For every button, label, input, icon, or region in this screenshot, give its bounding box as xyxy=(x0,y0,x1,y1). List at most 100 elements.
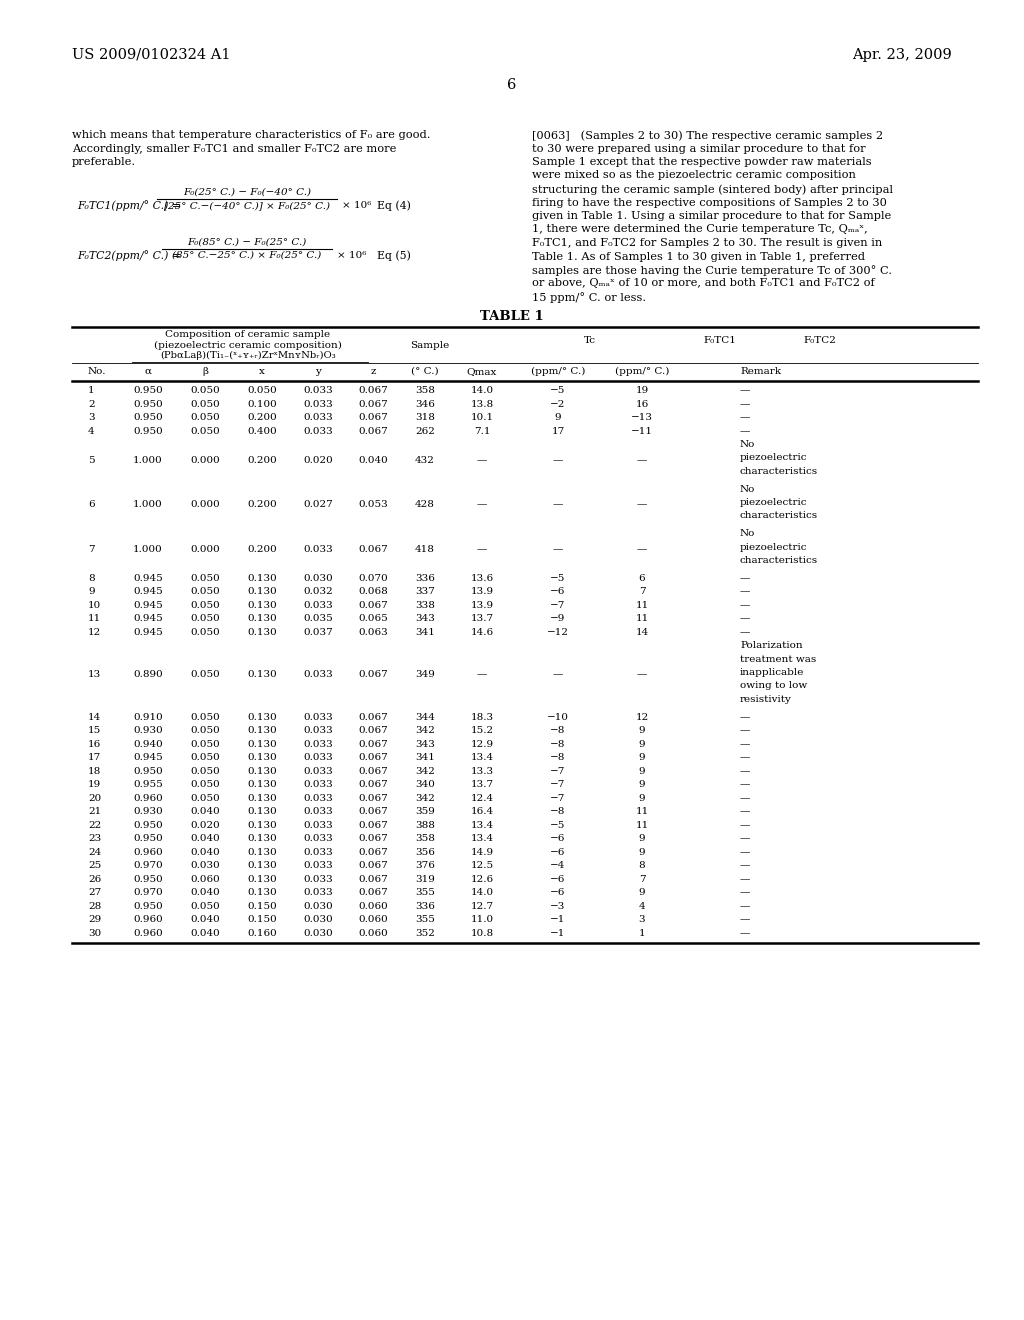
Text: 18.3: 18.3 xyxy=(470,713,494,722)
Text: 22: 22 xyxy=(88,821,101,830)
Text: 0.950: 0.950 xyxy=(133,426,163,436)
Text: 12.4: 12.4 xyxy=(470,793,494,803)
Text: 341: 341 xyxy=(415,754,435,762)
Text: 2: 2 xyxy=(88,400,94,409)
Text: 7: 7 xyxy=(88,545,94,554)
Text: —: — xyxy=(740,628,751,636)
Text: Sample: Sample xyxy=(411,342,450,351)
Text: 388: 388 xyxy=(415,821,435,830)
Text: −3: −3 xyxy=(550,902,565,911)
Text: 0.130: 0.130 xyxy=(247,587,276,597)
Text: —: — xyxy=(740,413,751,422)
Text: α: α xyxy=(144,367,152,376)
Text: (85° C.−25° C.) × F₀(25° C.): (85° C.−25° C.) × F₀(25° C.) xyxy=(172,251,322,260)
Text: F₀TC1, and F₀TC2 for Samples 2 to 30. The result is given in: F₀TC1, and F₀TC2 for Samples 2 to 30. Th… xyxy=(532,238,883,248)
Text: 6: 6 xyxy=(507,78,517,92)
Text: Eq (5): Eq (5) xyxy=(377,251,411,261)
Text: piezoelectric: piezoelectric xyxy=(740,498,808,507)
Text: 9: 9 xyxy=(88,587,94,597)
Text: 0.067: 0.067 xyxy=(358,739,388,748)
Text: were mixed so as the piezoelectric ceramic composition: were mixed so as the piezoelectric ceram… xyxy=(532,170,856,181)
Text: 6: 6 xyxy=(639,574,645,582)
Text: 0.000: 0.000 xyxy=(190,500,220,510)
Text: 0.060: 0.060 xyxy=(358,902,388,911)
Text: 0.130: 0.130 xyxy=(247,628,276,636)
Text: 342: 342 xyxy=(415,726,435,735)
Text: 0.960: 0.960 xyxy=(133,915,163,924)
Text: Table 1. As of Samples 1 to 30 given in Table 1, preferred: Table 1. As of Samples 1 to 30 given in … xyxy=(532,252,865,261)
Text: 0.950: 0.950 xyxy=(133,413,163,422)
Text: 0.033: 0.033 xyxy=(303,713,333,722)
Text: 0.040: 0.040 xyxy=(358,455,388,465)
Text: 0.950: 0.950 xyxy=(133,387,163,395)
Text: 0.030: 0.030 xyxy=(303,902,333,911)
Text: 0.950: 0.950 xyxy=(133,767,163,776)
Text: 0.970: 0.970 xyxy=(133,861,163,870)
Text: 0.033: 0.033 xyxy=(303,671,333,680)
Text: 9: 9 xyxy=(639,767,645,776)
Text: 0.063: 0.063 xyxy=(358,628,388,636)
Text: 6: 6 xyxy=(88,500,94,510)
Text: 21: 21 xyxy=(88,808,101,816)
Text: 0.130: 0.130 xyxy=(247,754,276,762)
Text: 0.030: 0.030 xyxy=(190,861,220,870)
Text: 0.945: 0.945 xyxy=(133,601,163,610)
Text: 0.067: 0.067 xyxy=(358,400,388,409)
Text: 0.945: 0.945 xyxy=(133,574,163,582)
Text: 0.067: 0.067 xyxy=(358,601,388,610)
Text: 0.040: 0.040 xyxy=(190,915,220,924)
Text: 0.040: 0.040 xyxy=(190,847,220,857)
Text: 7: 7 xyxy=(639,875,645,884)
Text: −11: −11 xyxy=(631,426,653,436)
Text: −4: −4 xyxy=(550,861,565,870)
Text: −7: −7 xyxy=(550,767,565,776)
Text: [25° C.−(−40° C.)] × F₀(25° C.): [25° C.−(−40° C.)] × F₀(25° C.) xyxy=(164,201,330,210)
Text: −12: −12 xyxy=(547,628,569,636)
Text: 0.910: 0.910 xyxy=(133,713,163,722)
Text: inapplicable: inapplicable xyxy=(740,668,805,677)
Text: −8: −8 xyxy=(550,739,565,748)
Text: 0.970: 0.970 xyxy=(133,888,163,898)
Text: 0.067: 0.067 xyxy=(358,875,388,884)
Text: piezoelectric: piezoelectric xyxy=(740,543,808,552)
Text: 8: 8 xyxy=(88,574,94,582)
Text: —: — xyxy=(637,545,647,554)
Text: —: — xyxy=(740,793,751,803)
Text: No.: No. xyxy=(88,367,106,376)
Text: 0.945: 0.945 xyxy=(133,614,163,623)
Text: 0.067: 0.067 xyxy=(358,834,388,843)
Text: owing to low: owing to low xyxy=(740,681,807,690)
Text: —: — xyxy=(740,767,751,776)
Text: 7.1: 7.1 xyxy=(474,426,490,436)
Text: resistivity: resistivity xyxy=(740,696,792,704)
Text: 0.053: 0.053 xyxy=(358,500,388,510)
Text: 344: 344 xyxy=(415,713,435,722)
Text: 0.955: 0.955 xyxy=(133,780,163,789)
Text: 0.930: 0.930 xyxy=(133,726,163,735)
Text: 0.130: 0.130 xyxy=(247,739,276,748)
Text: 0.150: 0.150 xyxy=(247,902,276,911)
Text: 336: 336 xyxy=(415,574,435,582)
Text: 342: 342 xyxy=(415,767,435,776)
Text: —: — xyxy=(553,671,563,680)
Text: 0.020: 0.020 xyxy=(303,455,333,465)
Text: 0.030: 0.030 xyxy=(303,915,333,924)
Text: 15: 15 xyxy=(88,726,101,735)
Text: structuring the ceramic sample (sintered body) after principal: structuring the ceramic sample (sintered… xyxy=(532,183,893,194)
Text: 8: 8 xyxy=(639,861,645,870)
Text: 12.5: 12.5 xyxy=(470,861,494,870)
Text: 13: 13 xyxy=(88,671,101,680)
Text: —: — xyxy=(477,500,487,510)
Text: 0.050: 0.050 xyxy=(190,902,220,911)
Text: 18: 18 xyxy=(88,767,101,776)
Text: 0.050: 0.050 xyxy=(190,780,220,789)
Text: −13: −13 xyxy=(631,413,653,422)
Text: 13.8: 13.8 xyxy=(470,400,494,409)
Text: 3: 3 xyxy=(88,413,94,422)
Text: —: — xyxy=(740,929,751,937)
Text: 15 ppm/° C. or less.: 15 ppm/° C. or less. xyxy=(532,292,646,302)
Text: 358: 358 xyxy=(415,834,435,843)
Text: 0.950: 0.950 xyxy=(133,834,163,843)
Text: 0.100: 0.100 xyxy=(247,400,276,409)
Text: 13.7: 13.7 xyxy=(470,780,494,789)
